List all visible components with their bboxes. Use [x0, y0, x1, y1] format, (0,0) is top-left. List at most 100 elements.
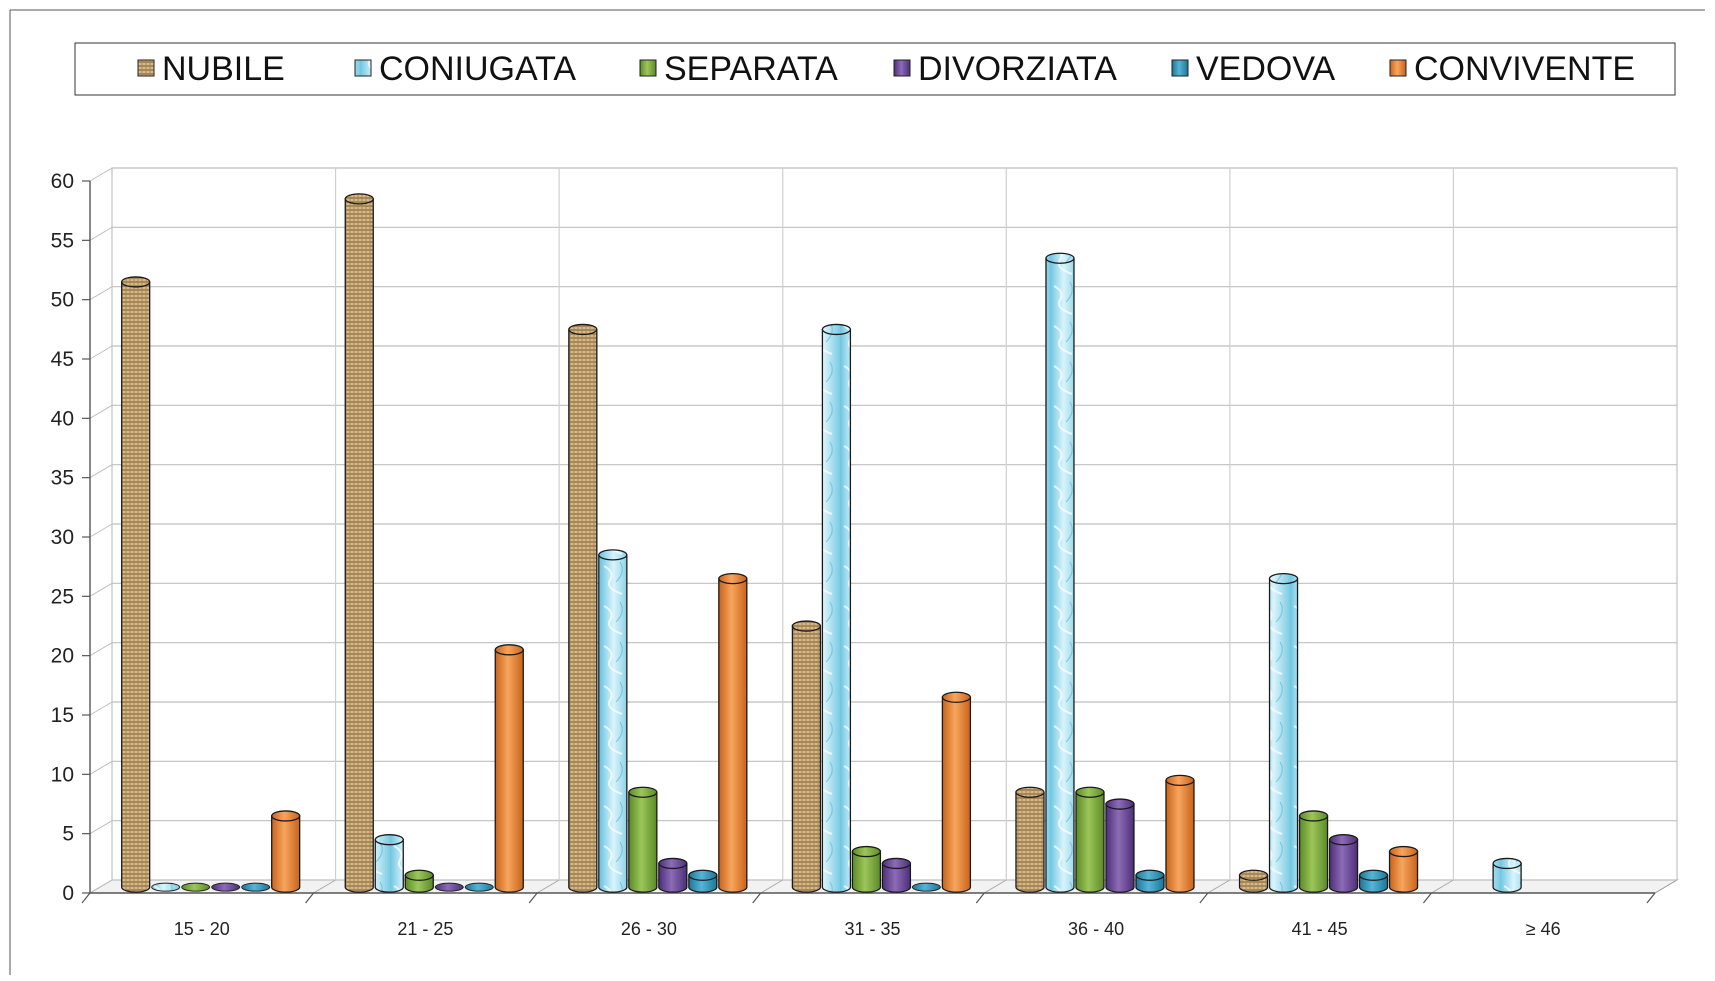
- floor-divider: [760, 879, 783, 894]
- y-tick-label: 45: [51, 348, 74, 371]
- x-tick-label: 36 - 40: [1068, 919, 1124, 939]
- bar-body: [1298, 815, 1329, 893]
- grid-line-side: [89, 701, 113, 716]
- bar-vedova-31-35: [911, 882, 941, 892]
- grid-lines: [88, 167, 1679, 894]
- bar-nubile-26-30: [568, 323, 598, 893]
- x-tick-label: 26 - 30: [621, 919, 677, 939]
- bar-top: [374, 834, 404, 846]
- bar-top: [1045, 252, 1075, 264]
- bar-separata-41-45: [1298, 810, 1329, 893]
- bar-base-divorziata: [211, 882, 241, 892]
- bar-nubile-15-20: [121, 276, 151, 893]
- bar-body: [598, 554, 628, 893]
- x-tick-mark: [528, 892, 538, 904]
- legend-label-vedova: VEDOVA: [1196, 50, 1336, 88]
- bar-body: [718, 577, 748, 893]
- floor-divider: [1431, 879, 1454, 894]
- bar-body: [881, 862, 912, 893]
- legend-item-nubile: NUBILE: [137, 50, 285, 88]
- bar-body: [374, 839, 404, 893]
- bar-convivente-15-20: [271, 810, 301, 893]
- y-tick-label: 10: [51, 763, 74, 786]
- x-tick-mark: [1199, 892, 1209, 904]
- legend-item-separata: SEPARATA: [639, 50, 838, 88]
- legend-label-separata: SEPARATA: [664, 50, 838, 88]
- x-tick-label: 31 - 35: [844, 919, 900, 939]
- bar-body: [941, 696, 972, 893]
- grid-line-side: [89, 345, 113, 360]
- bar-base-vedova: [241, 882, 271, 892]
- bar-body: [791, 625, 822, 893]
- x-tick-mark: [752, 892, 762, 904]
- bar-body: [1388, 850, 1419, 893]
- legend-swatch-convivente: [1389, 59, 1407, 77]
- bar-top: [941, 691, 972, 703]
- bar-vedova-36-40: [1135, 869, 1165, 893]
- grid-line-side: [89, 582, 113, 597]
- y-tick-labels: 0 5 10 15 20 25 30 35 40 45 50 55 60: [51, 170, 74, 905]
- bar-top: [658, 857, 688, 870]
- bar-divorziata-26-30: [658, 857, 688, 893]
- bar-vedova-21-25: [464, 882, 494, 892]
- y-tick-label: 0: [62, 882, 74, 905]
- bar-top: [344, 193, 374, 205]
- legend-item-divorziata: DIVORZIATA: [893, 50, 1117, 88]
- bar-body: [851, 850, 882, 893]
- x-tick-label: ≥ 46: [1526, 919, 1561, 939]
- bar-top: [404, 869, 434, 881]
- x-tick-label: 15 - 20: [174, 919, 230, 939]
- bar-top: [271, 810, 301, 822]
- grid-line-side: [89, 464, 113, 479]
- bar-top: [494, 644, 524, 656]
- y-tick-label: 50: [51, 289, 74, 312]
- bar-convivente-31-35: [941, 691, 972, 893]
- grid-line-side: [89, 286, 113, 301]
- y-tick-label: 15: [51, 704, 74, 727]
- y-tick-label: 60: [51, 170, 74, 193]
- axes: [81, 180, 1656, 904]
- x-tick-mark: [975, 892, 985, 904]
- bar-divorziata-15-20: [211, 882, 241, 892]
- y-tick-label: 55: [51, 229, 74, 252]
- bar-top: [1388, 845, 1419, 858]
- bar-convivente-21-25: [494, 644, 524, 893]
- bar-top: [1075, 786, 1105, 798]
- bar-body: [628, 791, 658, 893]
- bar-separata-15-20: [181, 882, 211, 892]
- y-tick-label: 5: [62, 823, 74, 846]
- bar-coniugata-15-20: [151, 882, 181, 892]
- bar-top: [598, 549, 628, 561]
- x-tick-mark: [305, 892, 315, 904]
- floor-divider: [1207, 879, 1231, 894]
- legend-item-vedova: VEDOVA: [1171, 50, 1336, 88]
- bar-body: [121, 281, 151, 893]
- bar-divorziata-41-45: [1328, 834, 1359, 893]
- bar-coniugata-26-30: [598, 549, 628, 893]
- bar-top: [1358, 869, 1389, 881]
- bar-coniugata-36-40: [1045, 252, 1075, 893]
- bar-separata-21-25: [404, 869, 434, 893]
- bar-body: [1075, 791, 1105, 893]
- legend-swatch-nubile: [137, 59, 155, 77]
- bars: [121, 193, 1522, 893]
- legend-label-convivente: CONVIVENTE: [1414, 50, 1635, 88]
- legend-swatch-vedova: [1171, 59, 1189, 77]
- bar-divorziata-21-25: [434, 882, 464, 892]
- legend-swatch-coniugata: [354, 59, 372, 77]
- bar-separata-26-30: [628, 786, 658, 893]
- bar-convivente-41-45: [1388, 845, 1419, 893]
- bar-body: [1328, 839, 1359, 893]
- grid-line-side: [89, 760, 113, 775]
- bar-body: [821, 328, 852, 893]
- bar-top: [821, 323, 852, 336]
- bar-base-vedova: [911, 882, 941, 892]
- y-tick-label: 20: [51, 645, 74, 668]
- bar-body: [1015, 791, 1045, 893]
- bar-nubile-36-40: [1015, 786, 1045, 893]
- bar-coniugata-46: [1492, 857, 1522, 893]
- bar-body: [1045, 257, 1075, 893]
- bar-top: [1492, 857, 1522, 870]
- bar-vedova-41-45: [1358, 869, 1389, 893]
- bar-top: [1015, 786, 1045, 798]
